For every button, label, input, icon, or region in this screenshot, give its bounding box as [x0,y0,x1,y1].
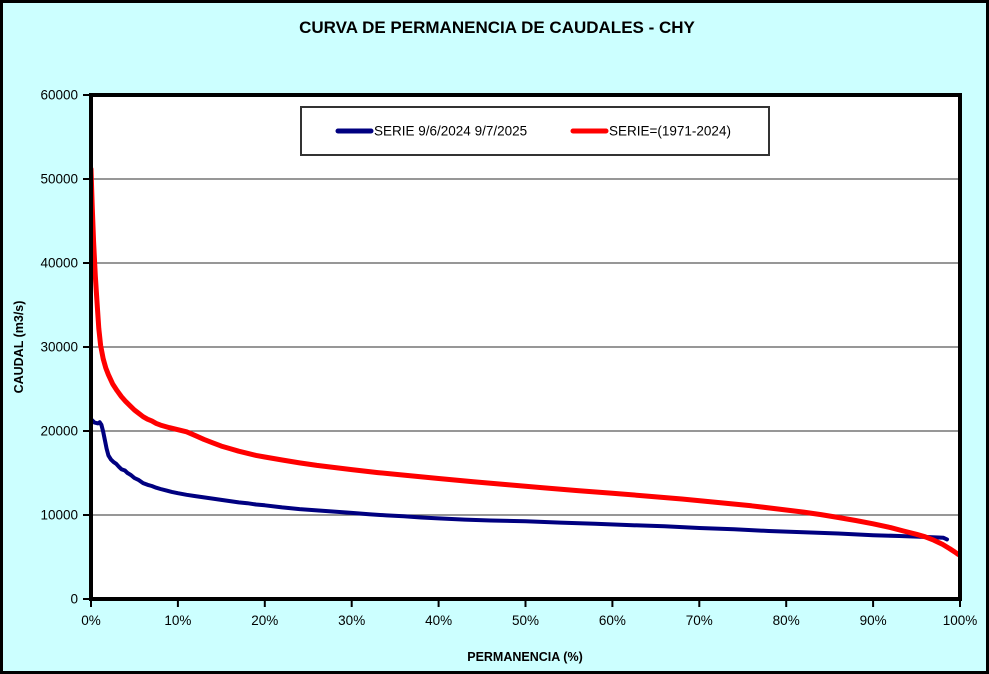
series-line-0 [89,417,949,542]
x-tick-label: 80% [773,613,800,628]
x-tick-label: 30% [338,613,365,628]
flow-duration-chart: CURVA DE PERMANENCIA DE CAUDALES - CHY 0… [12,18,977,664]
series-line-1 [89,166,961,557]
x-axis-title: PERMANENCIA (%) [467,650,583,664]
y-axis-title: CAUDAL (m3/s) [12,301,26,394]
legend-label-series-1: SERIE 9/6/2024 9/7/2025 [374,124,527,139]
y-tick-label: 10000 [40,508,78,523]
y-tick-label: 60000 [40,88,78,103]
y-tick-label: 0 [70,592,78,607]
series-group [89,166,961,557]
chart-title: CURVA DE PERMANENCIA DE CAUDALES - CHY [299,18,695,37]
x-tick-label: 40% [425,613,452,628]
x-tick-label: 60% [599,613,626,628]
legend-label-series-2: SERIE=(1971-2024) [609,124,731,139]
legend: SERIE 9/6/2024 9/7/2025 SERIE=(1971-2024… [300,106,770,156]
y-tick-label: 20000 [40,424,78,439]
plot-border [89,93,962,601]
x-tick-label: 90% [860,613,887,628]
x-tick-label: 100% [943,613,978,628]
x-tick-label: 0% [81,613,101,628]
x-tick-label: 50% [512,613,539,628]
y-tick-label: 40000 [40,256,78,271]
x-tick-label: 20% [251,613,278,628]
y-tick-label: 50000 [40,172,78,187]
y-axis: 0 10000 20000 30000 40000 50000 60000 [40,88,89,607]
x-tick-label: 10% [164,613,191,628]
y-tick-label: 30000 [40,340,78,355]
x-tick-label: 70% [686,613,713,628]
x-axis: 0% 10% 20% 30% 40% 50% 60% 70% 80% 90% 100% [81,601,977,628]
legend-box [300,106,770,156]
